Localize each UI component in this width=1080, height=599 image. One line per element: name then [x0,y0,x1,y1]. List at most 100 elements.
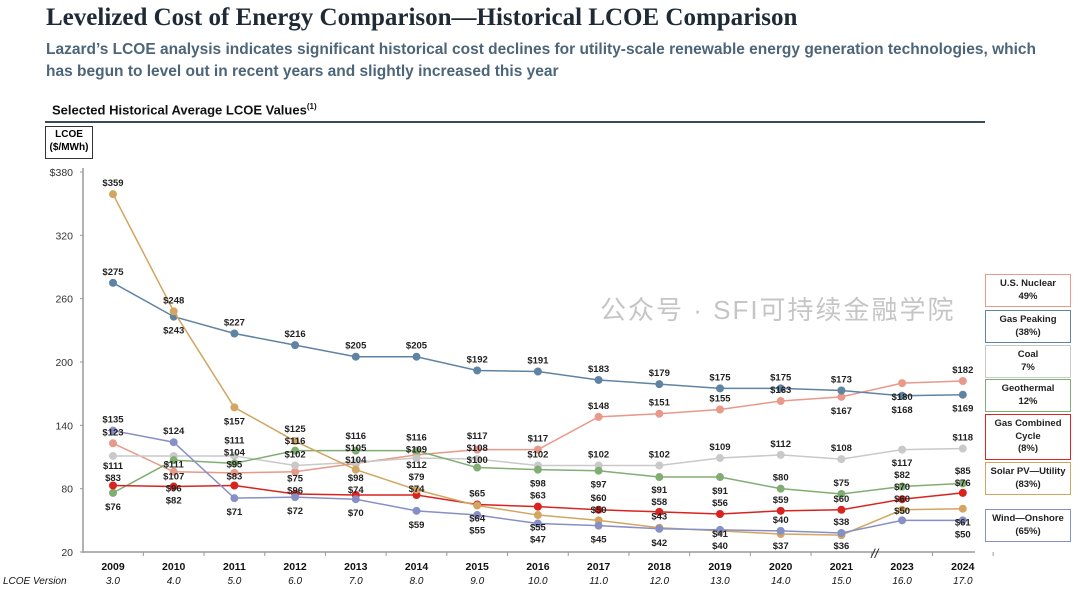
data-label: $118 [952,433,973,444]
data-point [655,461,664,470]
data-label: $117 [892,458,913,469]
data-label: $180 [892,392,913,403]
data-point [169,456,178,465]
legend-series-change: 49% [1018,290,1038,302]
data-point [473,366,482,375]
data-label: $42 [651,538,667,549]
data-point [412,506,421,515]
data-label: $60 [833,494,849,505]
version-label: 6.0 [288,576,302,587]
data-point [291,341,300,350]
legend-item: Wind—Onshore (65%) [985,509,1071,542]
data-point [109,481,117,490]
data-point [776,484,785,493]
data-label: $125 [285,424,307,435]
version-label: 17.0 [953,576,973,587]
data-point [109,190,117,199]
data-label: $63 [530,491,546,502]
data-label: $36 [833,541,849,552]
data-point [958,444,967,453]
y-tick-label: 200 [55,357,73,369]
data-point [412,454,421,463]
data-point [958,390,967,399]
version-label: 12.0 [650,576,670,587]
data-label: $124 [163,426,185,437]
page-title: Levelized Cost of Energy Comparison—Hist… [46,4,798,31]
data-point [716,405,724,414]
data-label: $98 [530,479,546,490]
data-label: $109 [709,442,730,453]
data-label: $85 [955,466,972,477]
data-point [533,465,542,474]
data-point [473,455,482,464]
x-tick-label: 2009 [101,561,125,573]
data-point [655,380,664,389]
data-point [716,454,724,463]
data-point [837,489,846,498]
data-label: $72 [287,506,303,517]
version-label: 14.0 [771,576,791,587]
x-tick-label: 2021 [830,561,854,573]
data-point [109,426,117,435]
data-point [230,481,239,490]
legend-series-name: Gas Combined Cycle [994,418,1062,442]
data-label: $83 [226,471,242,482]
data-point [776,397,785,406]
data-point [291,461,300,470]
data-label: $96 [287,485,303,496]
data-label: $56 [712,498,728,509]
data-point [230,494,239,503]
data-point [594,466,603,475]
data-label: $102 [285,449,306,460]
data-label: $80 [773,473,789,484]
data-point [291,437,300,446]
y-axis-label: LCOE ($/MWh) [45,126,93,159]
legend-item: Gas Combined Cycle (8%) [985,414,1071,460]
legend-series-name: Gas Peaking [999,314,1057,325]
version-axis-label: LCOE Version [3,576,67,587]
data-label: $102 [588,449,609,460]
watermark: 公众号 · SFI可持续金融学院 [600,295,956,325]
data-label: $248 [163,295,184,306]
data-label: $163 [770,385,791,396]
x-tick-label: 2020 [769,561,793,573]
data-label: $40 [712,541,728,552]
data-point [473,463,482,472]
data-label: $105 [345,443,367,454]
data-label: $70 [348,508,364,519]
y-tick-label: 20 [61,547,73,559]
footnote-ref: (1) [306,102,317,111]
data-point [473,501,482,510]
data-label: $65 [469,489,486,500]
data-label: $40 [773,515,789,526]
data-label: $43 [651,512,667,523]
data-label: $58 [651,497,667,508]
data-label: $112 [770,439,791,450]
data-label: $75 [287,473,304,484]
data-label: $100 [467,455,488,466]
y-tick-label: 260 [55,294,73,306]
legend-series-name: U.S. Nuclear [1000,278,1056,289]
section-title: Selected Historical Average LCOE Values(… [52,102,317,117]
data-point [412,485,421,494]
data-point [958,479,967,488]
data-label: $60 [894,494,910,505]
data-point [655,507,664,516]
data-point [837,392,846,401]
version-label: 11.0 [589,576,608,587]
data-label: $108 [467,443,488,454]
data-label: $75 [833,478,850,489]
data-point [776,526,785,535]
data-point [655,473,664,482]
data-label: $70 [894,482,910,493]
data-label: $95 [226,459,243,470]
data-label: $82 [894,470,910,481]
version-label: 15.0 [832,576,852,587]
data-point [898,516,907,525]
legend-series-change: (8%) [1017,443,1039,454]
data-label: $135 [102,415,124,426]
data-label: $175 [709,372,731,383]
legend-item: Coal 7% [985,345,1071,378]
data-label: $83 [105,473,121,484]
legend-item: Geothermal 12% [985,379,1071,412]
